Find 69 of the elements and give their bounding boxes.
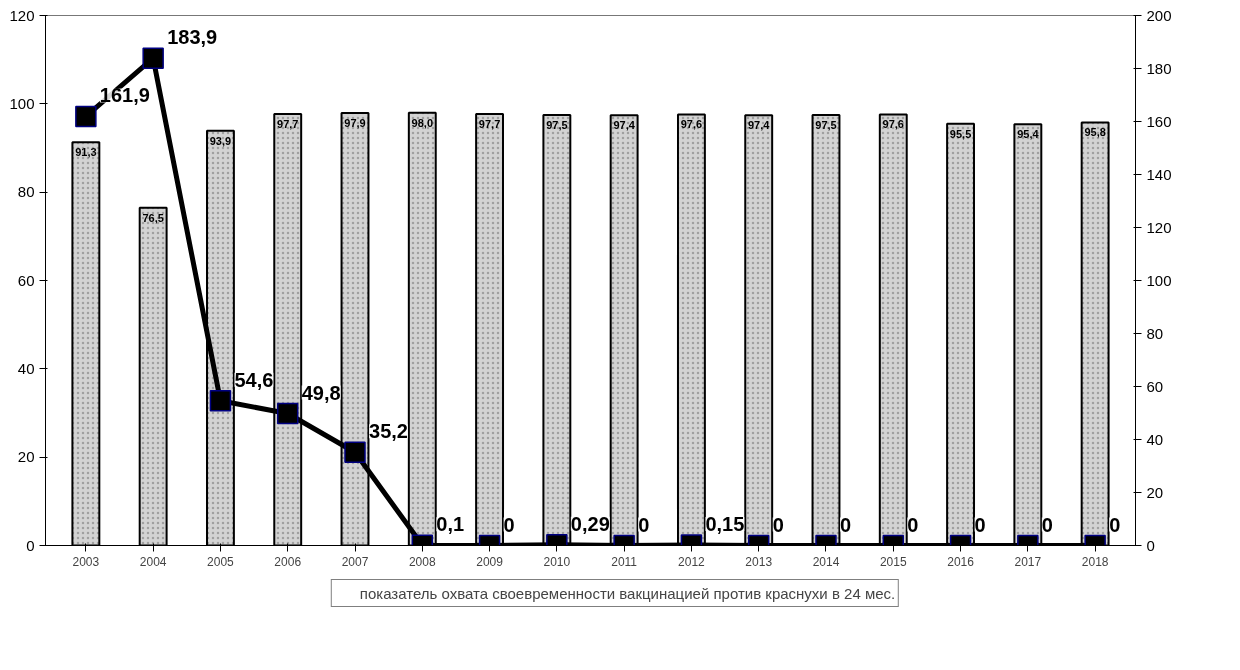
point xyxy=(142,47,164,69)
x-tick-label: 2014 xyxy=(812,554,840,569)
x-tick-label: 2018 xyxy=(1081,554,1109,569)
y2-tick-label: 0 xyxy=(1146,536,1155,554)
data-label: 95,8 xyxy=(1084,126,1106,139)
data-label: 97,5 xyxy=(815,118,837,131)
x-tick-label: 2015 xyxy=(879,554,907,569)
data-label: 97,7 xyxy=(478,117,501,130)
data-label: 97,6 xyxy=(882,118,904,131)
data-label: 98,0 xyxy=(411,116,434,129)
data-label: 91,3 xyxy=(75,146,97,159)
data-label: 0 xyxy=(907,513,919,536)
x-tick-label: 2007 xyxy=(341,554,369,569)
y2-tick-label: 100 xyxy=(1146,271,1172,289)
x-tick-label: 2016 xyxy=(947,554,975,569)
y-tick-label: 100 xyxy=(9,94,35,112)
data-label: 0 xyxy=(1041,513,1053,536)
y2-tick-label: 20 xyxy=(1146,483,1164,501)
y2-tick-label: 160 xyxy=(1146,112,1172,130)
data-label: 0 xyxy=(839,513,852,536)
data-label: 0,29 xyxy=(570,512,610,535)
data-label: 93,9 xyxy=(209,134,232,147)
x-tick-label: 2017 xyxy=(1014,554,1042,569)
data-label: 183,9 xyxy=(167,26,218,49)
data-label: 0 xyxy=(974,513,986,536)
x-tick-label: 2004 xyxy=(139,554,167,569)
data-label: 0 xyxy=(772,513,784,536)
data-label: 35,2 xyxy=(369,420,408,443)
y-tick-label: 40 xyxy=(17,359,35,377)
x-tick-label: 2008 xyxy=(408,554,436,569)
data-label: 49,8 xyxy=(301,381,341,404)
data-label: 97,5 xyxy=(546,118,568,131)
data-label: 97,4 xyxy=(748,119,771,132)
y2-tick-label: 140 xyxy=(1146,165,1172,183)
data-label: 0 xyxy=(1109,513,1121,536)
data-label: 97,7 xyxy=(277,117,299,130)
data-label: 97,9 xyxy=(344,117,366,130)
data-label: 0,15 xyxy=(705,513,745,536)
y-tick-label: 80 xyxy=(17,183,35,201)
y2-tick-label: 200 xyxy=(1146,6,1172,24)
point xyxy=(75,105,97,128)
data-label: 95,4 xyxy=(1017,128,1040,141)
x-tick-label: 2012 xyxy=(678,554,706,569)
y-tick-label: 60 xyxy=(17,271,35,289)
x-tick-label: 2009 xyxy=(476,554,504,569)
data-label: 0 xyxy=(638,513,650,536)
x-tick-label: 2003 xyxy=(72,554,100,569)
text: показатель охвата своевременности вакцинацией против краснухи в 24 мес. xyxy=(359,584,896,602)
y2-tick-label: 80 xyxy=(1146,324,1164,342)
x-tick-label: 2006 xyxy=(274,554,302,569)
data-label: 95,5 xyxy=(949,127,972,140)
data-label: 97,6 xyxy=(680,118,703,131)
data-label: 161,9 xyxy=(99,84,150,107)
x-tick-label: 2011 xyxy=(611,554,638,569)
data-label: 0,1 xyxy=(436,513,465,536)
data-label: 0 xyxy=(503,513,515,536)
data-label: 54,6 xyxy=(234,368,274,391)
y2-tick-label: 180 xyxy=(1146,59,1172,77)
data-label: 97,4 xyxy=(613,119,636,132)
y2-tick-label: 60 xyxy=(1146,377,1164,395)
x-tick-label: 2005 xyxy=(207,554,235,569)
y2-tick-label: 120 xyxy=(1146,218,1172,236)
x-tick-label: 2013 xyxy=(745,554,773,569)
x-tick-label: 2010 xyxy=(543,554,571,569)
y-tick-label: 120 xyxy=(9,6,35,24)
y-tick-label: 20 xyxy=(17,448,35,466)
y-tick-label: 0 xyxy=(26,536,35,554)
y2-tick-label: 40 xyxy=(1146,430,1164,448)
data-label: 76,5 xyxy=(142,211,164,224)
